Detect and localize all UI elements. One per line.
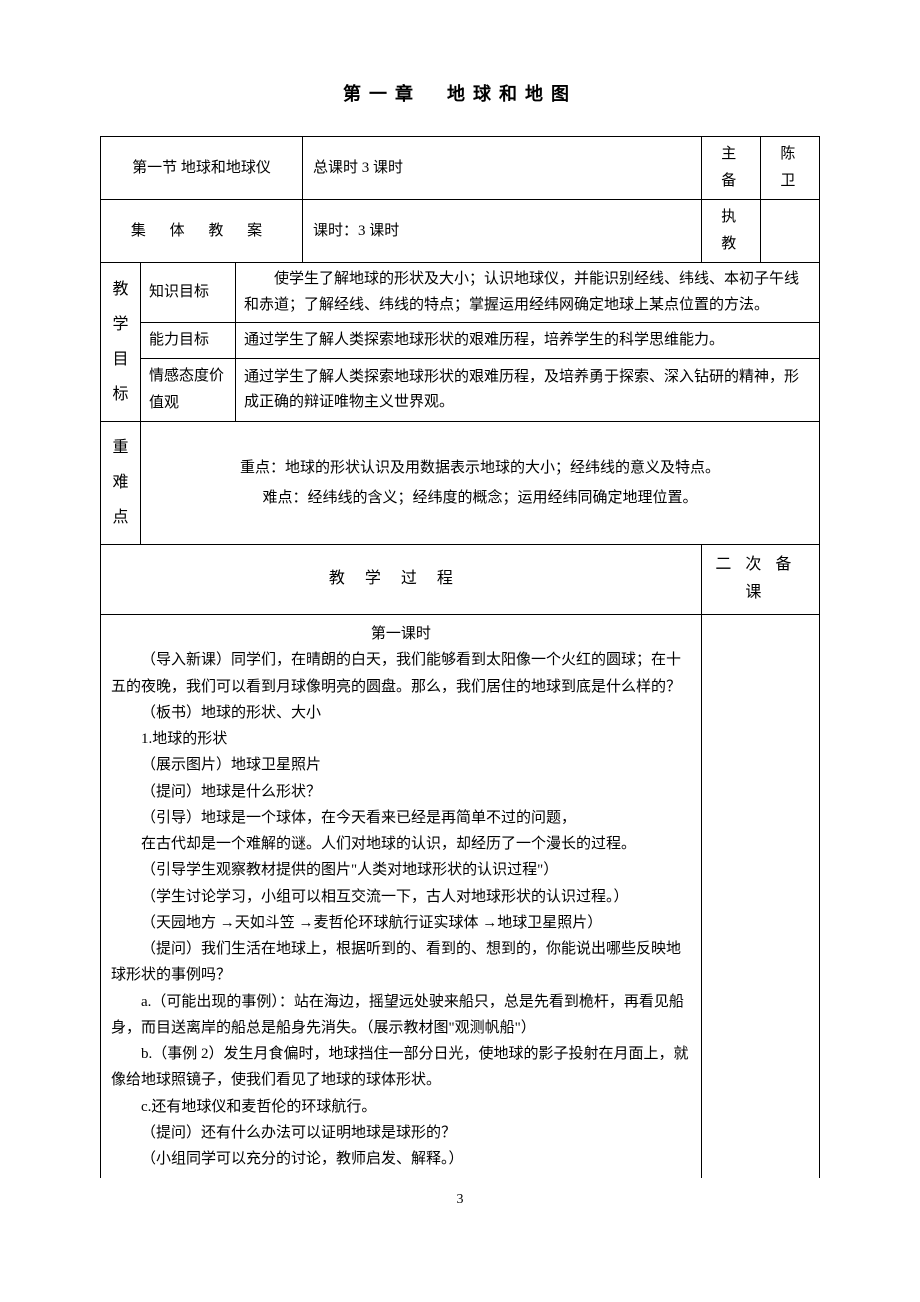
lesson-span: b.（事例 2）发生月食偏时，地球挡住一部分日光，使地球的影子投射在月面上，就像… [111, 1046, 689, 1088]
main-prep-value: 陈 卫 [760, 137, 819, 200]
table-row: 情感态度价值观 通过学生了解人类探索地球形状的艰难历程，及培养勇于探索、深入钻研… [101, 359, 820, 422]
knowledge-goal-text: 使学生了解地球的形状及大小；认识地球仪，并能识别经线、纬线、本初子午线和赤道；了… [236, 263, 820, 323]
process-header: 教学过程 [101, 544, 702, 615]
lesson-span: a.（可能出现的事例）：站在海边，摇望远处驶来船只，总是先看到桅杆，再看见船身，… [111, 994, 684, 1036]
group-plan-label: 集 体 教 案 [101, 200, 303, 263]
table-row: 第一课时 （导入新课）同学们，在晴朗的白天，我们能够看到太阳像一个火红的圆球；在… [101, 615, 820, 1179]
keypoints-label: 重难点 [101, 422, 141, 545]
page-number: 3 [100, 1192, 820, 1208]
lesson-span: （引导）地球是一个球体，在今天看来已经是再简单不过的问题， [141, 810, 576, 826]
chapter-title: 第一章 地球和地图 [100, 80, 820, 106]
table-row: 重难点 重点：地球的形状认识及用数据表示地球的大小；经纬线的意义及特点。 难点：… [101, 422, 820, 545]
lesson-para: （板书）地球的形状、大小 [111, 700, 691, 726]
lesson-para: （导入新课）同学们，在晴朗的白天，我们能够看到太阳像一个火红的圆球；在十五的夜晚… [111, 647, 691, 700]
lesson-subtitle: 第一课时 [111, 621, 691, 647]
keypoints-content: 重点：地球的形状认识及用数据表示地球的大小；经纬线的意义及特点。 难点：经纬线的… [141, 422, 820, 545]
lesson-para: （提问）地球是什么形状？ [111, 779, 691, 805]
lesson-para: a.（可能出现的事例）：站在海边，摇望远处驶来船只，总是先看到桅杆，再看见船身，… [111, 989, 691, 1042]
executor-value [760, 200, 819, 263]
page-container: 第一章 地球和地图 第一节 地球和地球仪 总课时 3 课时 主 备 陈 卫 集 … [0, 0, 920, 1248]
keypoint-line1: 重点：地球的形状认识及用数据表示地球的大小；经纬线的意义及特点。 [240, 460, 720, 476]
lesson-para: （引导）地球是一个球体，在今天看来已经是再简单不过的问题， [111, 805, 691, 831]
table-row: 教学过程 二次备课 [101, 544, 820, 615]
lesson-para: c.还有地球仪和麦哲伦的环球航行。 [111, 1094, 691, 1120]
table-row: 教学目标 知识目标 使学生了解地球的形状及大小；认识地球仪，并能识别经线、纬线、… [101, 263, 820, 323]
executor-label: 执 教 [701, 200, 760, 263]
lesson-span: （学生讨论学习，小组可以相互交流一下，古人对地球形状的认识过程。） [141, 889, 629, 905]
section-title: 第一节 地球和地球仪 [101, 137, 303, 200]
lesson-span: （天园地方 →天如斗笠 →麦哲伦环球航行证实球体 →地球卫星照片） [141, 915, 602, 931]
total-class-hours: 总课时 3 课时 [302, 137, 701, 200]
lesson-span: （引导学生观察教材提供的图片"人类对地球形状的认识过程"） [141, 862, 558, 878]
goals-label: 教学目标 [101, 263, 141, 422]
lesson-span: （提问）我们生活在地球上，根据听到的、看到的、想到的，你能说出哪些反映地球形状的… [111, 941, 681, 983]
table-row: 集 体 教 案 课时：3 课时 执 教 [101, 200, 820, 263]
lesson-para: （展示图片）地球卫星照片 [111, 752, 691, 778]
keypoint-line2: 难点：经纬线的含义；经纬度的概念；运用经纬同确定地理位置。 [262, 490, 697, 506]
table-row: 第一节 地球和地球仪 总课时 3 课时 主 备 陈 卫 [101, 137, 820, 200]
lesson-body: 第一课时 （导入新课）同学们，在晴朗的白天，我们能够看到太阳像一个火红的圆球；在… [101, 615, 702, 1179]
lesson-para: b.（事例 2）发生月食偏时，地球挡住一部分日光，使地球的影子投射在月面上，就像… [111, 1041, 691, 1094]
lesson-para: （引导学生观察教材提供的图片"人类对地球形状的认识过程"） [111, 857, 691, 883]
knowledge-goal-label: 知识目标 [141, 263, 236, 323]
lesson-para: 1.地球的形状 [111, 726, 691, 752]
lesson-para: （提问）还有什么办法可以证明地球是球形的？ [111, 1120, 691, 1146]
lesson-para: 在古代却是一个难解的谜。人们对地球的认识，却经历了一个漫长的过程。 [111, 831, 691, 857]
lesson-plan-table: 第一节 地球和地球仪 总课时 3 课时 主 备 陈 卫 集 体 教 案 课时：3… [100, 136, 820, 1178]
lesson-para: （小组同学可以充分的讨论，教师启发、解释。） [111, 1146, 691, 1172]
lesson-para: （提问）我们生活在地球上，根据听到的、看到的、想到的，你能说出哪些反映地球形状的… [111, 936, 691, 989]
lesson-para: （学生讨论学习，小组可以相互交流一下，古人对地球形状的认识过程。） [111, 884, 691, 910]
main-prep-label: 主 备 [701, 137, 760, 200]
emotion-goal-label: 情感态度价值观 [141, 359, 236, 422]
ability-goal-label: 能力目标 [141, 323, 236, 359]
emotion-goal-text: 通过学生了解人类探索地球形状的艰难历程，及培养勇于探索、深入钻研的精神，形成正确… [236, 359, 820, 422]
knowledge-goal-span: 使学生了解地球的形状及大小；认识地球仪，并能识别经线、纬线、本初子午线和赤道；了… [244, 271, 799, 313]
class-hours: 课时：3 课时 [302, 200, 701, 263]
second-prep-notes [701, 615, 819, 1179]
ability-goal-text: 通过学生了解人类探索地球形状的艰难历程，培养学生的科学思维能力。 [236, 323, 820, 359]
lesson-para: （天园地方 →天如斗笠 →麦哲伦环球航行证实球体 →地球卫星照片） [111, 910, 691, 936]
table-row: 能力目标 通过学生了解人类探索地球形状的艰难历程，培养学生的科学思维能力。 [101, 323, 820, 359]
second-prep-header: 二次备课 [701, 544, 819, 615]
